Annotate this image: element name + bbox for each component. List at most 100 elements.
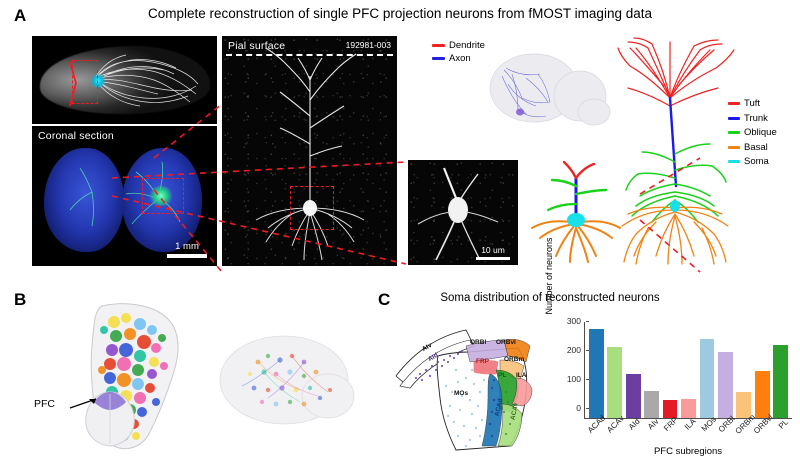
bar-orbm	[736, 392, 752, 418]
x-label-cell: ILA	[679, 417, 698, 447]
chart-bars	[585, 322, 792, 418]
roi-connector-lines	[153, 103, 223, 273]
soma-zoom-trace	[417, 167, 499, 261]
x-label-cell: PL	[771, 417, 790, 447]
chart-y-axis-label: Number of neurons	[544, 237, 554, 315]
morphology-small-3d	[531, 160, 621, 263]
panel-c-title: Soma distribution of reconstructed neuro…	[440, 292, 660, 304]
brain-3d-axon-projection	[489, 53, 611, 126]
x-label-cell: AId	[623, 417, 642, 447]
legend-label-oblique: Oblique	[744, 127, 777, 138]
basal-color-swatch	[728, 145, 740, 149]
panel-b-content: PFC	[28, 300, 368, 460]
chart-plot-area: 0 100 200 300	[567, 316, 792, 419]
legend-label-basal: Basal	[744, 141, 768, 153]
coronal-section-image: Coronal section 1 mm	[32, 126, 217, 266]
bar-ila	[681, 399, 696, 418]
coronal-left-hemisphere	[44, 148, 124, 252]
bar-column	[772, 322, 790, 418]
bar-column	[605, 322, 623, 418]
x-label-cell: ORBvl	[752, 413, 775, 447]
x-tick-label-pl: PL	[776, 417, 790, 431]
pfc-soma-distribution-map: AIv AId ORBl ORBvl FRP ORBm PL ILA MOs A…	[392, 312, 550, 462]
fmost-neuron-trace	[255, 47, 365, 261]
axon-color-swatch	[432, 57, 445, 60]
chart-y-tick-100: 100	[567, 374, 590, 384]
tuft-color-swatch	[728, 102, 740, 105]
bar-column	[587, 322, 605, 418]
panel-letter-c: C	[378, 290, 391, 309]
coronal-scalebar-label: 1 mm	[175, 241, 199, 252]
sagittal-soma-marker	[90, 74, 106, 88]
legend-item-dendrite: Dendrite	[432, 40, 485, 51]
map-label-orbm: ORBm	[504, 356, 525, 363]
map-label-ila: ILA	[516, 372, 527, 379]
map-label-orbvl: ORBvl	[496, 339, 516, 346]
pfc-inset-brain	[85, 391, 135, 447]
legend-item-basal: Basal	[728, 142, 777, 153]
oblique-color-swatch	[728, 131, 740, 134]
bar-frp	[662, 399, 678, 418]
brain-3d-all-projections	[219, 335, 355, 425]
bar-aid	[625, 374, 641, 418]
fmost-sample-id: 192981-003	[345, 40, 391, 50]
fmost-soma-roi-box	[290, 186, 334, 230]
bar-column	[716, 322, 734, 418]
sagittal-fibers	[94, 54, 199, 107]
chart-y-tick-300: 300	[567, 316, 590, 326]
map-label-frp: FRP	[476, 358, 489, 365]
chart-y-tick-200: 200	[567, 345, 590, 355]
dendrite-color-swatch	[432, 44, 445, 47]
bar-column	[661, 322, 679, 418]
legend-label-trunk: Trunk	[744, 112, 768, 124]
legend-item-tuft: Tuft	[728, 98, 777, 109]
map-label-orbl: ORBl	[470, 339, 487, 346]
soma-zoom-image: 10 um	[408, 160, 518, 265]
bar-column	[624, 322, 642, 418]
x-label-cell: ACAd	[586, 414, 607, 447]
bar-column	[753, 322, 771, 418]
x-label-cell: FRP	[660, 415, 681, 447]
morphology-large-reconstruction	[617, 37, 735, 265]
legend-item-oblique: Oblique	[728, 127, 777, 138]
dendrite-axon-legend: Dendrite Axon	[432, 40, 485, 66]
chart-x-axis-label: PFC subregions	[653, 446, 723, 457]
soma-zoom-scalebar-bar	[476, 257, 510, 260]
bar-column	[642, 322, 660, 418]
soma-zoom-connector	[111, 161, 407, 265]
bar-column	[679, 322, 697, 418]
pfc-label: PFC	[34, 398, 55, 410]
x-label-cell: AIv	[642, 417, 661, 447]
bar-acav	[607, 347, 623, 418]
morphology-legend: Tuft Trunk Oblique Basal Soma	[728, 98, 777, 171]
morphology-connector	[639, 157, 701, 273]
x-tick-label-aiv: AIv	[645, 416, 661, 432]
panel-letter-a: A	[14, 6, 27, 25]
bar-column	[735, 322, 753, 418]
legend-item-axon: Axon	[432, 53, 485, 64]
coronal-scalebar-bar	[167, 254, 207, 258]
chart-y-tick-0: 0	[576, 403, 589, 413]
x-label-cell: ORBm	[733, 413, 756, 447]
pial-surface-dashed-line	[226, 54, 393, 56]
fmost-projection-image: Pial surface 192981-003	[222, 36, 397, 266]
sagittal-brain-image	[32, 36, 217, 124]
bar-orbvl	[754, 370, 770, 418]
trunk-color-swatch	[728, 116, 740, 120]
bar-mos	[699, 338, 715, 418]
chart-x-tick-labels: ACAd ACAv AId AIv FRP ILA MOs ORBl ORBm ORBvl PL	[584, 413, 792, 447]
x-label-cell: MOs	[697, 415, 717, 447]
x-label-cell: ORBl	[716, 414, 737, 447]
soma-zoom-scalebar: 10 um	[476, 245, 510, 260]
bar-acad	[588, 328, 604, 418]
pfc-map-svg	[395, 329, 533, 451]
map-label-mos: MOs	[454, 390, 469, 397]
legend-label-tuft: Tuft	[744, 98, 761, 109]
x-label-cell: ACAv	[605, 414, 626, 447]
soma-color-swatch	[728, 160, 740, 163]
map-label-pl: PL	[498, 372, 507, 379]
pfc-arrow-icon	[69, 398, 97, 409]
legend-label-axon: Axon	[449, 53, 471, 64]
bar-aiv	[644, 391, 659, 418]
soma-count-bar-chart: Number of neurons 0 100 200 300 ACAd ACAv AId…	[544, 237, 796, 463]
